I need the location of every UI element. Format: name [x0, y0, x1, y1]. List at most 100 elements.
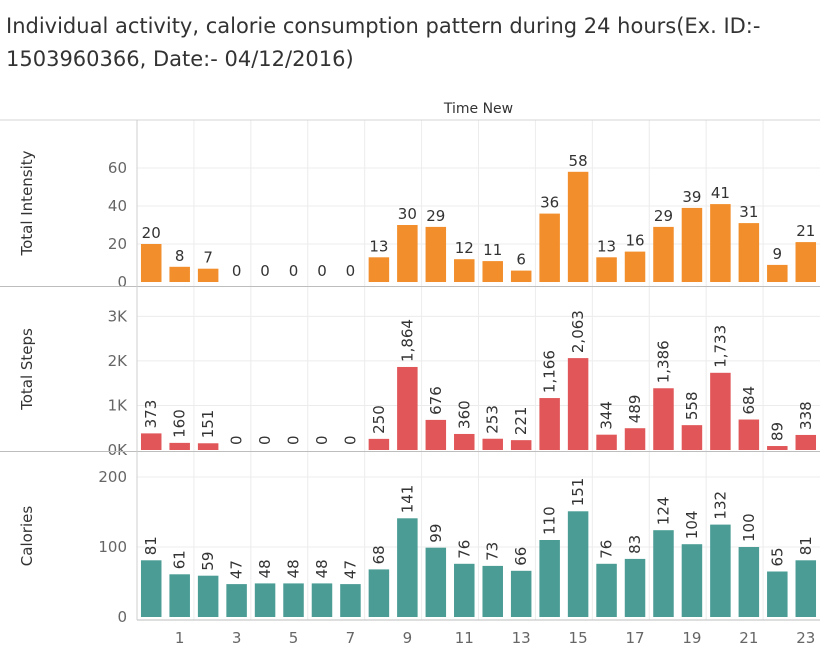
x-tick-label: 19: [682, 629, 701, 647]
data-label: 676: [427, 386, 445, 415]
bar: [425, 419, 447, 450]
bar: [795, 242, 817, 282]
bar: [624, 251, 646, 282]
bar: [397, 366, 418, 450]
bar: [197, 443, 219, 450]
data-label: 13: [369, 237, 388, 255]
data-label: 253: [484, 405, 502, 434]
data-label: 1,733: [711, 325, 729, 368]
data-label: 160: [171, 409, 189, 438]
bar: [197, 575, 219, 617]
x-tick-label: 9: [403, 629, 413, 647]
data-label: 21: [796, 222, 815, 240]
y-tick-label: 3K: [108, 307, 129, 325]
bar: [140, 560, 162, 617]
data-label: 0: [341, 435, 359, 445]
bar: [140, 433, 162, 450]
bar: [482, 565, 503, 617]
bar: [368, 438, 390, 450]
data-label: 47: [341, 560, 359, 579]
bar: [624, 558, 646, 617]
bar: [795, 434, 817, 450]
x-tick-label: 15: [569, 629, 588, 647]
data-label: 0: [232, 262, 242, 280]
data-label: 2,063: [569, 310, 587, 353]
bar: [140, 244, 162, 282]
bar: [767, 446, 788, 450]
bar: [169, 266, 190, 282]
data-label: 0: [289, 262, 299, 280]
data-label: 110: [541, 506, 559, 535]
y-tick-label: 100: [98, 538, 127, 556]
data-label: 151: [569, 478, 587, 507]
data-label: 7: [203, 249, 213, 267]
x-tick-label: 21: [739, 629, 758, 647]
bar: [454, 433, 475, 450]
bar: [653, 388, 674, 450]
bar: [397, 518, 418, 617]
data-label: 20: [142, 224, 161, 242]
data-label: 41: [711, 184, 730, 202]
bar: [482, 438, 503, 450]
data-label: 360: [455, 400, 473, 429]
bar: [539, 213, 560, 282]
x-tick-label: 17: [625, 629, 644, 647]
bar: [283, 583, 304, 617]
bar: [482, 261, 503, 282]
data-label: 1,864: [398, 319, 416, 362]
x-tick-label: 11: [455, 629, 474, 647]
data-label: 89: [768, 422, 786, 441]
data-label: 373: [142, 400, 160, 429]
data-label: 29: [426, 207, 445, 225]
bar: [169, 574, 190, 617]
data-label: 151: [199, 410, 217, 439]
data-label: 104: [683, 511, 701, 540]
bar: [653, 530, 674, 617]
chart-title: Individual activity, calorie consumption…: [6, 14, 761, 71]
data-label: 1,166: [541, 350, 559, 393]
data-label: 99: [427, 524, 445, 543]
y-tick-label: 200: [98, 468, 127, 486]
x-tick-label: 23: [796, 629, 815, 647]
bar: [624, 428, 646, 450]
data-label: 58: [569, 152, 588, 170]
x-tick-label: 7: [346, 629, 356, 647]
y-tick-label: 1K: [108, 396, 129, 414]
data-label: 81: [797, 536, 815, 555]
data-label: 76: [455, 540, 473, 559]
bar: [340, 584, 361, 617]
bar: [567, 358, 589, 450]
bar: [311, 583, 333, 617]
bar: [738, 419, 760, 450]
x-tick-label: 5: [289, 629, 299, 647]
data-label: 9: [773, 245, 783, 263]
bar: [425, 547, 447, 617]
bar: [510, 570, 532, 617]
bar: [567, 171, 589, 282]
data-label: 48: [256, 559, 274, 578]
data-label: 68: [370, 545, 388, 564]
bar: [454, 259, 475, 282]
bar: [368, 257, 390, 282]
data-label: 489: [626, 395, 644, 424]
data-label: 124: [654, 497, 672, 526]
data-label: 8: [175, 247, 185, 265]
data-label: 100: [740, 513, 758, 542]
data-label: 12: [455, 239, 474, 257]
data-label: 684: [740, 386, 758, 415]
y-tick-label: 40: [108, 197, 127, 215]
bar: [425, 226, 447, 282]
y-tick-label: 0: [117, 608, 127, 626]
bar: [226, 584, 247, 617]
data-label: 36: [540, 194, 559, 212]
data-label: 39: [682, 188, 701, 206]
data-label: 132: [711, 491, 729, 520]
data-label: 30: [398, 205, 417, 223]
panel-axis-title: Total Steps: [18, 328, 36, 411]
data-label: 0: [260, 262, 270, 280]
data-label: 81: [142, 536, 160, 555]
data-label: 11: [483, 241, 502, 259]
bar: [454, 563, 475, 617]
data-label: 141: [398, 485, 416, 514]
